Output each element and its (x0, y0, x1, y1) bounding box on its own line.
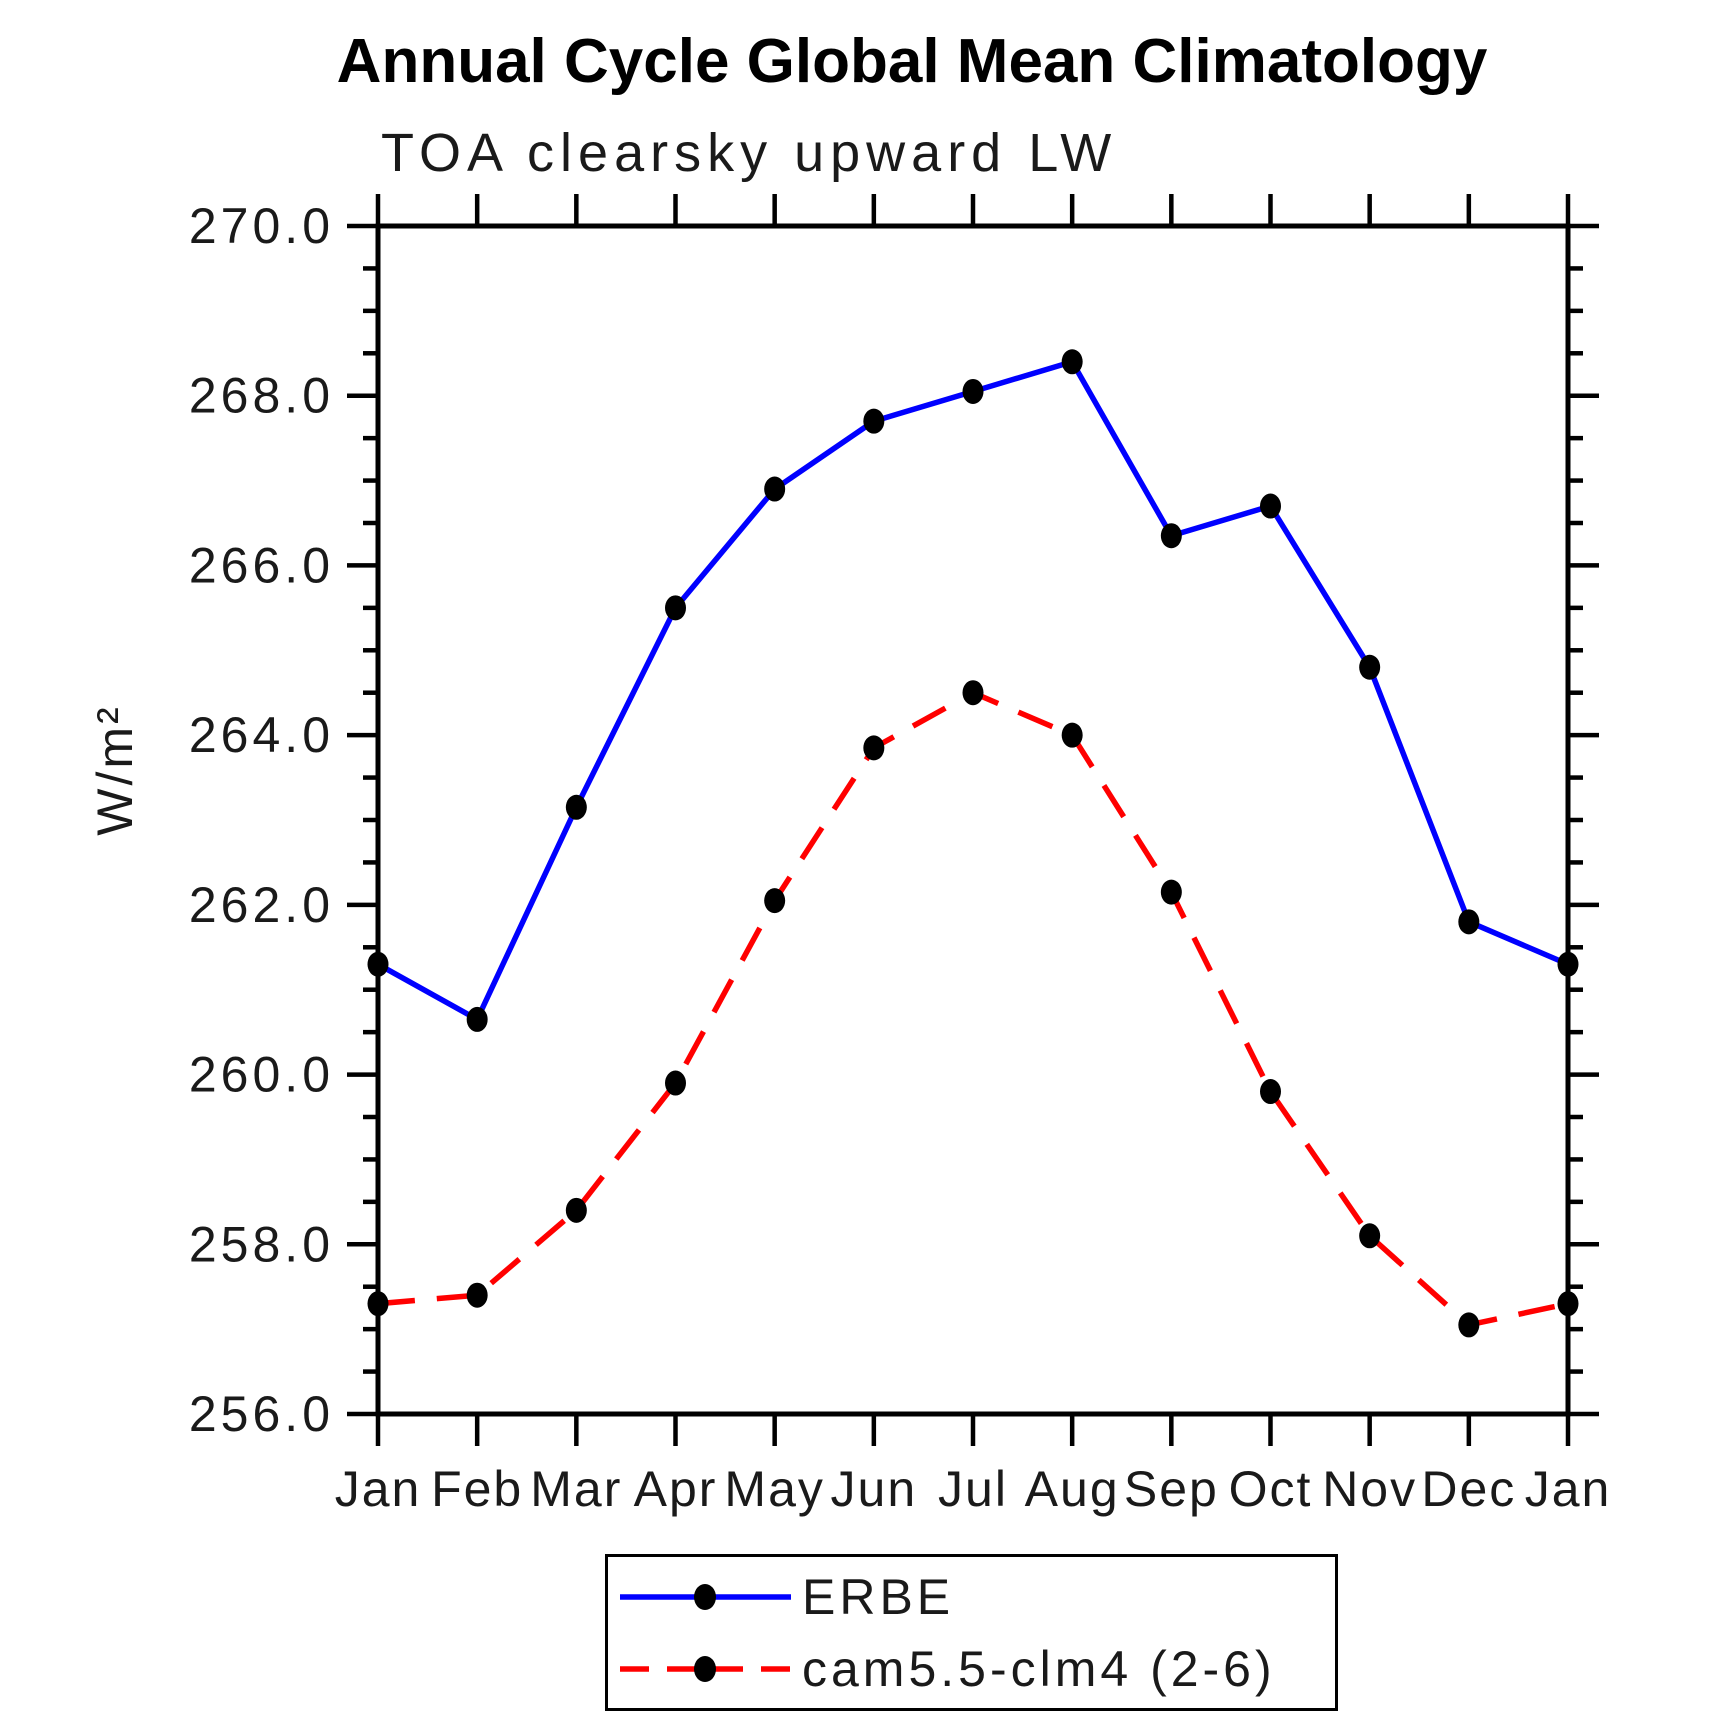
y-tick-label: 266.0 (189, 537, 334, 593)
legend-item-erbe: ERBE (608, 1566, 1335, 1628)
data-point-marker (962, 378, 984, 404)
x-tick-label: Jan (1525, 1461, 1612, 1517)
x-tick-label: Sep (1124, 1461, 1219, 1517)
y-tick-label: 270.0 (189, 198, 334, 254)
data-point-marker (1557, 951, 1579, 977)
y-tick-label: 260.0 (189, 1047, 334, 1103)
legend-line-sample-dashed (620, 1655, 791, 1682)
x-tick-label: Dec (1421, 1461, 1516, 1517)
x-tick-label: Apr (634, 1461, 718, 1517)
y-tick-label: 264.0 (189, 707, 334, 763)
data-point-marker (367, 1291, 389, 1317)
data-point-marker (1160, 879, 1182, 905)
data-point-marker (367, 951, 389, 977)
data-point-marker (1061, 349, 1083, 375)
data-point-marker (1458, 1312, 1480, 1338)
data-point-marker (1260, 1079, 1281, 1105)
legend-line-sample-solid (620, 1583, 791, 1610)
x-tick-label: Aug (1025, 1461, 1120, 1517)
x-axis-labels: Jan Feb Mar Apr May Jun Jul Aug Sep Oct Nov Dec Jan (335, 1461, 1612, 1517)
data-point-marker (466, 1282, 488, 1308)
y-tick-label: 268.0 (189, 368, 334, 424)
legend: ERBE cam5.5-clm4 (2-6) (605, 1554, 1338, 1711)
series-erbe (367, 349, 1579, 1032)
y-tick-label: 262.0 (189, 877, 334, 933)
data-point-marker (1557, 1291, 1579, 1317)
y-tick-label: 258.0 (189, 1216, 334, 1272)
x-tick-label: Jan (335, 1461, 422, 1517)
x-tick-label: Jul (938, 1461, 1008, 1517)
x-tick-label: Mar (530, 1461, 622, 1517)
data-point-marker (1359, 654, 1381, 680)
x-tick-label: Jun (831, 1461, 918, 1517)
y-axis-labels: 256.0 258.0 260.0 262.0 264.0 266.0 268.0 270.0 (189, 198, 334, 1442)
data-point-marker (1359, 1223, 1381, 1249)
x-tick-label: Oct (1229, 1461, 1313, 1517)
series-cam5-5-clm4-2-6- (367, 680, 1579, 1338)
legend-label-erbe: ERBE (802, 1568, 955, 1625)
x-tick-label: May (724, 1461, 824, 1517)
data-point-marker (665, 595, 686, 621)
data-point-marker (1260, 493, 1281, 519)
x-tick-label: Nov (1322, 1461, 1417, 1517)
legend-label-cam: cam5.5-clm4 (2-6) (802, 1640, 1276, 1697)
data-point-marker (1061, 722, 1083, 748)
data-point-marker (764, 888, 786, 914)
chart-title: Annual Cycle Global Mean Climatology (336, 27, 1488, 96)
data-point-marker (1160, 523, 1182, 549)
data-point-marker (863, 735, 885, 761)
chart-subtitle: TOA clearsky upward LW (381, 123, 1118, 183)
data-point-marker (565, 1197, 587, 1223)
series-line (377, 689, 1569, 1328)
legend-item-cam: cam5.5-clm4 (2-6) (608, 1638, 1335, 1700)
data-point-marker (863, 408, 885, 434)
data-point-marker (565, 794, 587, 820)
data-point-marker (466, 1006, 488, 1032)
x-tick-label: Feb (431, 1461, 523, 1517)
data-point-marker (1458, 909, 1480, 935)
data-point-marker (764, 476, 786, 502)
y-tick-label: 256.0 (189, 1386, 334, 1442)
data-point-marker (962, 680, 984, 706)
plot-frame (375, 223, 1571, 1417)
data-point-marker (665, 1070, 686, 1096)
y-axis-title: W/m² (87, 704, 143, 835)
